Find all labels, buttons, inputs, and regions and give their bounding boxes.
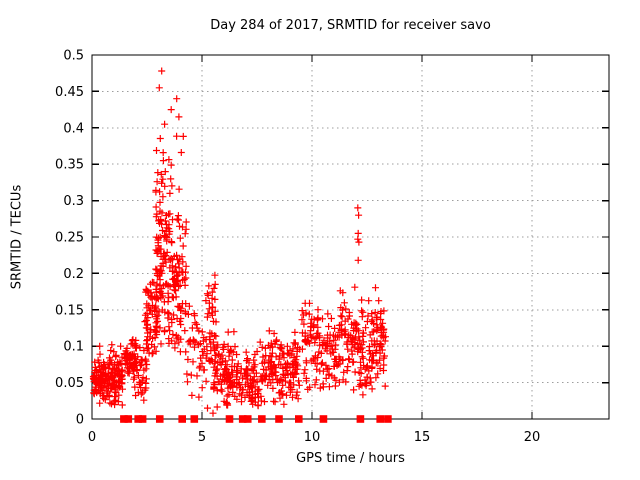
zero-value-cluster bbox=[295, 415, 303, 423]
y-tick-label: 0.15 bbox=[55, 303, 84, 318]
y-tick-label: 0.5 bbox=[63, 49, 84, 64]
x-tick-label: 5 bbox=[198, 430, 206, 445]
y-tick-label: 0.2 bbox=[63, 267, 84, 282]
y-tick-label: 0.1 bbox=[63, 340, 84, 355]
zero-value-cluster bbox=[258, 415, 266, 423]
x-tick-label: 20 bbox=[524, 430, 541, 445]
zero-value-cluster bbox=[275, 415, 283, 423]
y-tick-label: 0.3 bbox=[63, 194, 84, 209]
zero-value-cluster bbox=[178, 415, 186, 423]
y-tick-label: 0.25 bbox=[55, 231, 84, 246]
x-axis-label: GPS time / hours bbox=[296, 451, 405, 466]
zero-value-cluster bbox=[243, 415, 252, 423]
zero-value-cluster bbox=[384, 415, 392, 423]
zero-value-cluster bbox=[138, 415, 147, 423]
chart-title: Day 284 of 2017, SRMTID for receiver sav… bbox=[210, 18, 491, 33]
zero-value-cluster bbox=[155, 415, 164, 423]
zero-value-cluster bbox=[376, 415, 384, 423]
x-tick-label: 10 bbox=[304, 430, 321, 445]
zero-value-cluster bbox=[124, 415, 133, 423]
zero-value-cluster bbox=[238, 415, 247, 423]
y-tick-label: 0 bbox=[76, 413, 84, 428]
y-tick-label: 0.35 bbox=[55, 158, 84, 173]
x-tick-label: 0 bbox=[88, 430, 96, 445]
scatter-points bbox=[89, 67, 389, 417]
zero-value-cluster bbox=[225, 415, 234, 423]
x-tick-label: 15 bbox=[414, 430, 431, 445]
zero-value-cluster bbox=[356, 415, 365, 423]
y-tick-label: 0.05 bbox=[55, 376, 84, 391]
y-tick-label: 0.4 bbox=[63, 121, 84, 136]
zero-value-cluster bbox=[120, 415, 128, 423]
zero-value-cluster bbox=[319, 415, 328, 423]
zero-value-cluster bbox=[190, 415, 199, 423]
y-tick-label: 0.45 bbox=[55, 85, 84, 100]
zero-value-cluster bbox=[134, 415, 142, 423]
